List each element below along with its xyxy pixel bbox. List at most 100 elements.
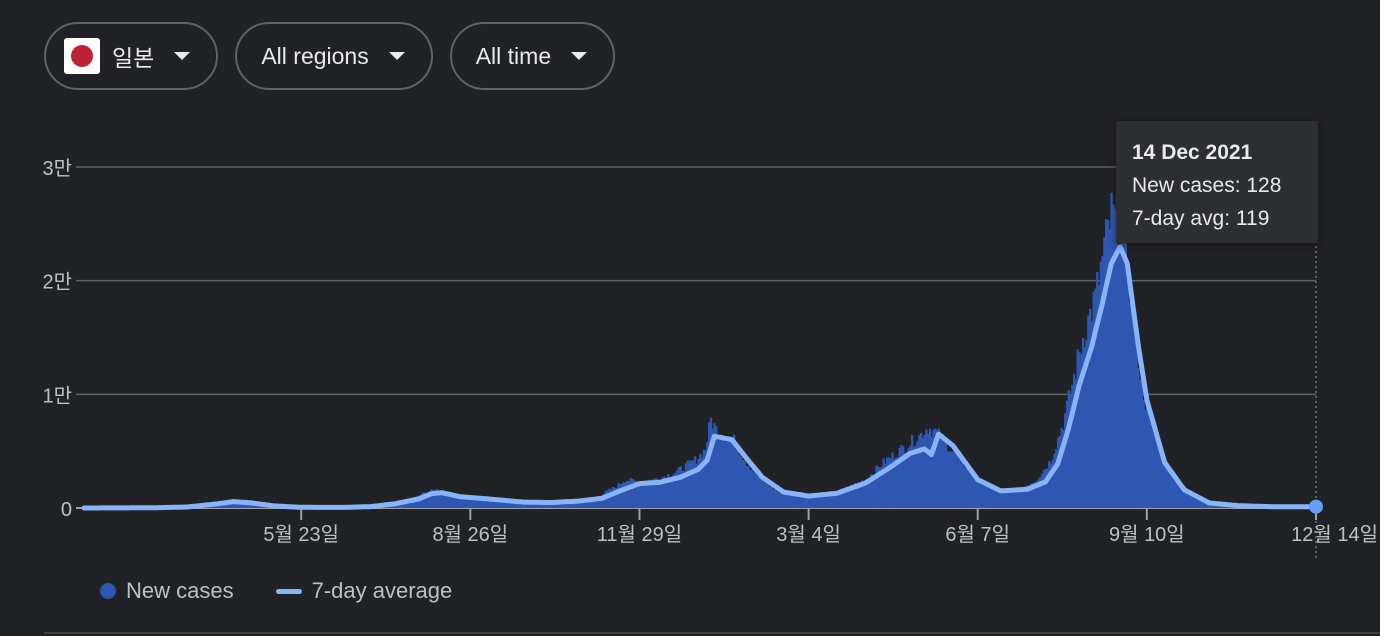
bar-370: [741, 459, 745, 508]
time-range-dropdown[interactable]: All time: [449, 22, 616, 90]
y-tick-label-2: 2만: [42, 271, 72, 294]
bar-348: [702, 449, 706, 508]
bar-424: [837, 491, 841, 508]
bar-622: [1190, 493, 1193, 508]
bar-304: [624, 482, 627, 508]
bar-373: [747, 466, 750, 508]
bar-386: [770, 485, 773, 508]
bar-565: [1089, 308, 1092, 508]
bar-454: [891, 452, 894, 508]
bar-199: [437, 491, 440, 508]
bar-201: [440, 491, 444, 508]
bar-471: [921, 438, 925, 508]
bar-429: [846, 487, 850, 508]
legend-avg-swatch: [275, 588, 302, 594]
bar-614: [1176, 478, 1179, 508]
caret-down-icon: [571, 52, 588, 60]
bar-516: [1001, 490, 1005, 508]
bar-616: [1179, 482, 1183, 508]
region-dropdown[interactable]: All regions: [235, 22, 433, 90]
bar-626: [1197, 495, 1200, 508]
bar-549: [1060, 427, 1063, 508]
bar-577: [1110, 192, 1113, 508]
bar-468: [916, 441, 919, 508]
bar-494: [962, 466, 965, 508]
bar-483: [943, 438, 946, 508]
bar-405: [804, 496, 807, 508]
bar-600: [1151, 427, 1154, 508]
bar-194: [428, 491, 431, 508]
bar-628: [1201, 498, 1204, 508]
bar-264: [553, 501, 556, 508]
bar-607: [1163, 459, 1167, 508]
bar-265: [554, 501, 558, 508]
bar-627: [1199, 498, 1202, 508]
bar-566: [1090, 321, 1094, 508]
bar-410: [813, 496, 816, 508]
bar-364: [731, 437, 734, 508]
bar-543: [1049, 463, 1053, 508]
bar-558: [1076, 349, 1079, 508]
bar-87: [238, 501, 241, 508]
bar-197: [433, 491, 437, 508]
bar-332: [674, 472, 677, 508]
bar-544: [1051, 459, 1054, 508]
bar-249: [526, 502, 529, 508]
bar-580: [1115, 196, 1119, 508]
bar-85: [234, 501, 237, 508]
bar-393: [782, 492, 786, 508]
bar-283: [586, 498, 590, 508]
bar-586: [1126, 282, 1129, 508]
bar-449: [882, 458, 885, 508]
bar-603: [1156, 447, 1160, 508]
bar-84: [232, 501, 236, 508]
country-label: 일본: [112, 45, 155, 71]
bar-462: [905, 451, 909, 508]
bar-425: [839, 490, 843, 508]
bar-322: [656, 478, 659, 508]
bar-608: [1165, 463, 1168, 508]
bar-599: [1149, 416, 1152, 508]
bar-319: [651, 481, 654, 508]
bar-545: [1053, 453, 1056, 508]
bar-238: [506, 501, 510, 508]
bar-417: [825, 493, 828, 508]
bar-541: [1046, 468, 1049, 508]
bar-250: [528, 502, 531, 508]
bar-355: [715, 426, 718, 508]
region-label: All regions: [261, 42, 369, 69]
legend-new-cases-label: New cases: [126, 578, 234, 603]
bar-412: [816, 495, 819, 508]
bar-344: [695, 463, 698, 508]
bar-500: [973, 477, 976, 508]
bar-193: [426, 492, 430, 508]
bar-488: [951, 451, 955, 508]
bar-291: [601, 494, 604, 508]
bar-303: [622, 482, 625, 508]
bar-453: [889, 458, 892, 508]
bar-362: [727, 436, 730, 508]
legend-new-cases-swatch: [100, 583, 116, 599]
bar-392: [781, 493, 784, 508]
bar-281: [583, 498, 586, 508]
bar-481: [939, 439, 942, 508]
bar-298: [613, 487, 617, 508]
country-dropdown[interactable]: 일본: [44, 22, 219, 90]
bar-313: [640, 483, 643, 508]
bar-365: [732, 434, 736, 508]
bar-510: [991, 485, 994, 508]
bar-484: [944, 440, 948, 508]
bar-444: [873, 474, 876, 508]
bar-368: [738, 454, 741, 508]
bar-310: [635, 481, 638, 508]
bar-351: [708, 422, 711, 508]
chart-legend: New cases 7-day average: [100, 578, 452, 604]
bar-260: [546, 502, 549, 508]
bar-287: [594, 496, 597, 508]
bar-491: [957, 454, 960, 508]
bar-552: [1065, 400, 1069, 508]
bar-187: [416, 495, 419, 508]
time-range-label: All time: [475, 42, 552, 69]
bar-623: [1192, 493, 1195, 508]
